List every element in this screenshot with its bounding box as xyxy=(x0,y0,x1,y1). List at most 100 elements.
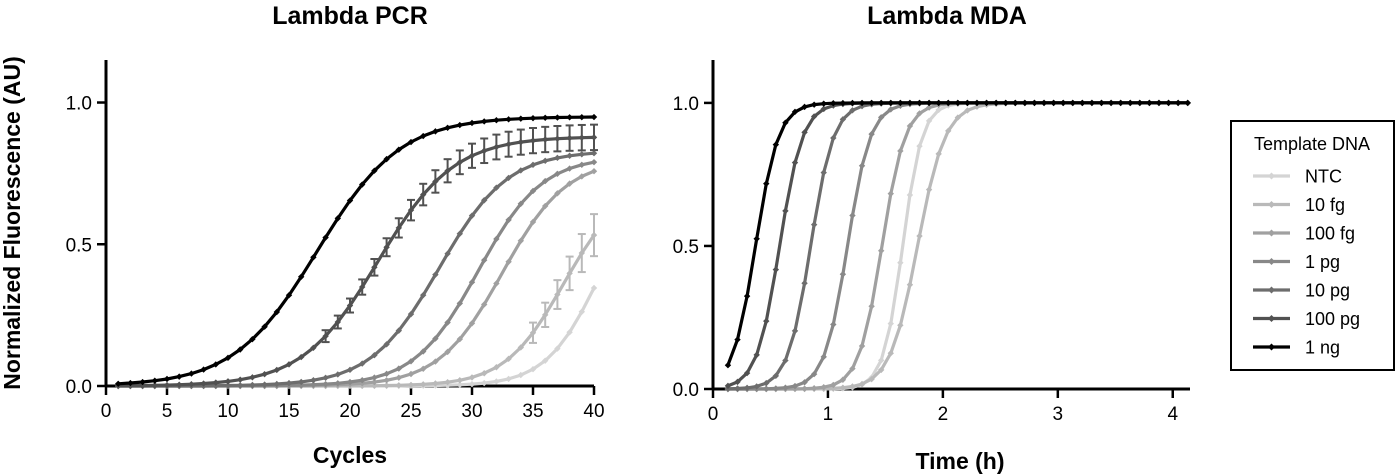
data-point xyxy=(346,378,354,386)
data-point xyxy=(753,383,760,390)
data-point xyxy=(897,259,904,266)
legend-item: 100 fg xyxy=(1253,224,1355,244)
data-point xyxy=(395,374,402,381)
data-point xyxy=(849,365,856,372)
data-point xyxy=(935,106,942,114)
data-point xyxy=(432,335,439,342)
data-point xyxy=(371,374,378,381)
data-point xyxy=(542,177,549,185)
x-tick-label: 10 xyxy=(217,401,238,422)
data-point xyxy=(1127,99,1134,107)
data-point xyxy=(801,385,808,392)
data-point xyxy=(407,310,415,318)
data-point xyxy=(420,191,427,198)
data-point xyxy=(176,381,183,388)
data-point xyxy=(468,380,476,388)
data-point xyxy=(310,381,317,388)
data-point xyxy=(590,284,598,292)
data-point xyxy=(849,99,856,107)
data-point xyxy=(839,99,847,107)
x-tick-label: 15 xyxy=(278,401,299,422)
data-point xyxy=(743,384,751,392)
data-point xyxy=(127,379,134,387)
data-point xyxy=(554,154,561,162)
data-point xyxy=(830,134,837,142)
data-point xyxy=(285,379,293,387)
data-point xyxy=(529,187,537,195)
data-point xyxy=(285,361,293,368)
data-point xyxy=(887,106,894,113)
data-point xyxy=(493,117,500,124)
data-point xyxy=(334,371,341,378)
data-point xyxy=(772,372,780,380)
data-point xyxy=(371,167,378,174)
legend-item: 10 fg xyxy=(1253,195,1345,215)
series-line xyxy=(118,151,595,388)
data-point xyxy=(432,271,439,278)
data-point xyxy=(273,380,280,388)
legend-label: NTC xyxy=(1305,167,1342,187)
data-point xyxy=(151,377,158,384)
data-point xyxy=(954,99,962,107)
data-point xyxy=(935,99,942,107)
data-point xyxy=(481,197,488,204)
series-1-ng xyxy=(724,99,1191,369)
y-tick-label: 0.5 xyxy=(66,235,92,256)
data-point xyxy=(945,127,952,135)
data-point xyxy=(887,190,894,197)
x-tick-label: 2 xyxy=(938,404,949,425)
data-point xyxy=(383,370,390,378)
data-point xyxy=(468,278,476,286)
mda-plot-area: 0.0 0.5 1.0 0 1 2 3 4 xyxy=(673,60,1191,425)
data-point xyxy=(505,174,512,182)
data-point xyxy=(839,384,847,391)
data-point xyxy=(810,221,818,228)
data-point xyxy=(1021,99,1029,107)
legend-items: NTC 10 fg 100 fg 1 pg 10 pg 100 pg 1 ng xyxy=(1253,167,1360,358)
series-5 xyxy=(115,123,598,389)
data-point xyxy=(420,132,427,140)
data-point xyxy=(935,150,942,158)
data-point xyxy=(566,180,573,187)
data-point xyxy=(517,200,524,207)
data-point xyxy=(887,99,894,107)
data-point xyxy=(212,379,219,386)
data-point xyxy=(925,99,933,107)
data-point xyxy=(371,378,378,386)
data-point xyxy=(493,280,500,287)
data-point xyxy=(261,323,268,330)
data-point xyxy=(151,382,158,389)
legend-label: 100 pg xyxy=(1305,309,1360,329)
series-line xyxy=(118,115,595,386)
data-point xyxy=(801,280,808,287)
data-point xyxy=(359,283,366,291)
data-point xyxy=(249,374,256,381)
data-point xyxy=(115,380,122,387)
data-point xyxy=(1117,99,1124,107)
data-point xyxy=(590,168,598,175)
data-point xyxy=(791,382,799,390)
data-point xyxy=(1040,99,1048,107)
y-tick-label: 0.0 xyxy=(673,380,699,401)
y-tick-label: 1.0 xyxy=(673,94,699,115)
series-line xyxy=(727,101,1188,391)
legend-label: 100 fg xyxy=(1305,224,1355,244)
data-point xyxy=(590,113,598,121)
data-point xyxy=(839,116,847,123)
x-tick-label: 20 xyxy=(339,401,360,422)
data-point xyxy=(578,249,585,257)
data-point xyxy=(139,378,146,386)
series-4 xyxy=(115,150,598,390)
data-point xyxy=(468,320,476,327)
data-point xyxy=(839,376,847,383)
data-point xyxy=(810,370,818,378)
data-point xyxy=(791,108,799,116)
data-point xyxy=(992,99,1000,107)
series-line xyxy=(727,101,1188,391)
legend-label: 10 fg xyxy=(1305,195,1345,215)
data-point xyxy=(432,128,439,135)
data-point xyxy=(1155,99,1163,107)
data-point xyxy=(763,379,770,387)
data-point xyxy=(468,212,476,219)
data-point xyxy=(310,254,317,261)
